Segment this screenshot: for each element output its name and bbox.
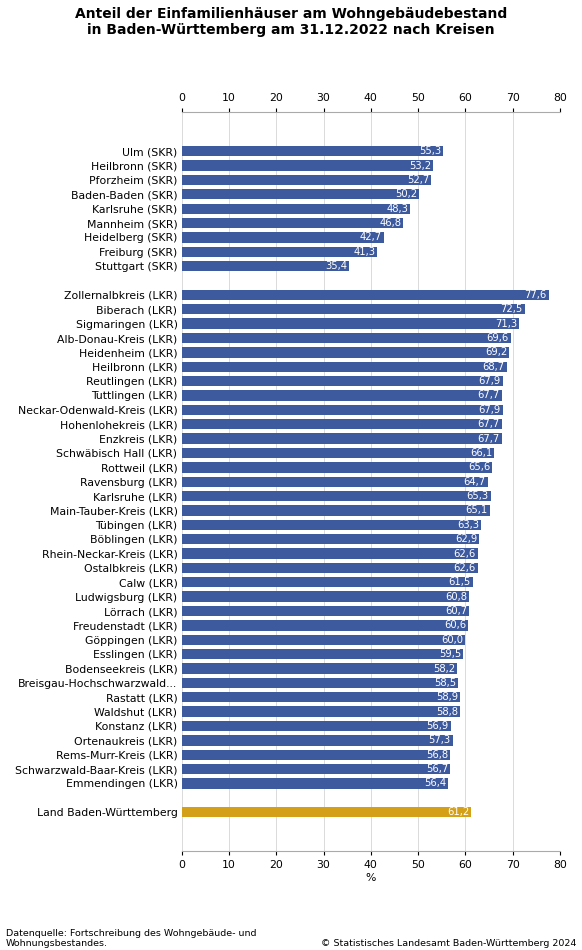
Bar [182, 577, 473, 587]
Text: 67,7: 67,7 [478, 433, 500, 444]
Bar [182, 419, 502, 429]
Bar [182, 663, 457, 674]
Bar [182, 290, 549, 300]
X-axis label: %: % [365, 873, 376, 883]
Bar [182, 505, 489, 516]
Text: 59,5: 59,5 [439, 649, 461, 659]
Bar [182, 808, 471, 817]
Bar [182, 318, 519, 329]
Text: 72,5: 72,5 [501, 304, 523, 314]
Text: 56,9: 56,9 [427, 721, 449, 731]
Text: 62,6: 62,6 [453, 548, 476, 559]
Text: 60,0: 60,0 [442, 635, 464, 645]
Text: 67,7: 67,7 [478, 419, 500, 429]
Text: 50,2: 50,2 [395, 189, 417, 200]
Bar [182, 520, 481, 530]
Bar [182, 376, 503, 387]
Text: 56,4: 56,4 [424, 778, 446, 788]
Text: 66,1: 66,1 [470, 448, 492, 458]
Bar [182, 707, 460, 717]
Bar [182, 146, 443, 157]
Bar [182, 764, 450, 774]
Bar [182, 390, 502, 401]
Bar [182, 778, 449, 788]
Text: 41,3: 41,3 [353, 247, 375, 256]
Text: 62,6: 62,6 [453, 563, 476, 573]
Bar [182, 562, 478, 573]
Bar [182, 304, 524, 314]
Text: Anteil der Einfamilienhäuser am Wohngebäudebestand
in Baden-Württemberg am 31.12: Anteil der Einfamilienhäuser am Wohngebä… [75, 7, 507, 37]
Bar [182, 405, 503, 415]
Bar [182, 433, 502, 444]
Text: 71,3: 71,3 [495, 318, 517, 329]
Bar [182, 620, 469, 631]
Bar [182, 750, 450, 760]
Text: 56,8: 56,8 [426, 750, 449, 760]
Text: 67,7: 67,7 [478, 390, 500, 401]
Bar [182, 735, 453, 746]
Text: 67,9: 67,9 [478, 376, 501, 386]
Bar [182, 232, 384, 242]
Bar [182, 218, 403, 228]
Text: 52,7: 52,7 [407, 175, 429, 185]
Bar [182, 677, 459, 688]
Bar [182, 477, 488, 487]
Bar [182, 189, 419, 200]
Text: 58,5: 58,5 [434, 678, 456, 688]
Text: 65,6: 65,6 [468, 463, 490, 472]
Text: 68,7: 68,7 [482, 362, 505, 371]
Bar [182, 548, 478, 559]
Text: 69,6: 69,6 [487, 333, 509, 343]
Text: 58,9: 58,9 [436, 693, 459, 702]
Text: 58,8: 58,8 [436, 707, 458, 716]
Text: 58,2: 58,2 [433, 663, 455, 674]
Text: 61,2: 61,2 [447, 808, 469, 817]
Text: 42,7: 42,7 [360, 233, 382, 242]
Text: 60,8: 60,8 [445, 592, 467, 601]
Bar [182, 592, 469, 602]
Bar [182, 247, 377, 257]
Bar [182, 175, 431, 185]
Bar [182, 635, 466, 645]
Bar [182, 261, 349, 272]
Text: 48,3: 48,3 [386, 203, 408, 214]
Text: 61,5: 61,5 [448, 578, 471, 587]
Text: © Statistisches Landesamt Baden-Württemberg 2024: © Statistisches Landesamt Baden-Württemb… [321, 940, 576, 948]
Bar [182, 347, 509, 357]
Text: 46,8: 46,8 [379, 218, 401, 228]
Bar [182, 693, 460, 702]
Text: 53,2: 53,2 [409, 161, 431, 171]
Text: 65,3: 65,3 [467, 491, 489, 501]
Text: 63,3: 63,3 [457, 520, 479, 530]
Text: 60,7: 60,7 [445, 606, 467, 616]
Bar [182, 649, 463, 659]
Bar [182, 491, 491, 502]
Bar [182, 606, 469, 617]
Text: 77,6: 77,6 [524, 290, 547, 300]
Text: 35,4: 35,4 [325, 261, 347, 271]
Text: 55,3: 55,3 [419, 146, 441, 156]
Text: Datenquelle: Fortschreibung des Wohngebäude- und
Wohnungsbestandes.: Datenquelle: Fortschreibung des Wohngebä… [6, 929, 256, 948]
Bar [182, 447, 494, 458]
Bar [182, 534, 479, 544]
Text: 67,9: 67,9 [478, 405, 501, 415]
Bar [182, 462, 492, 472]
Text: 65,1: 65,1 [466, 505, 488, 516]
Text: 64,7: 64,7 [464, 477, 486, 486]
Text: 69,2: 69,2 [485, 348, 507, 357]
Text: 56,7: 56,7 [425, 764, 448, 774]
Text: 60,6: 60,6 [444, 620, 466, 631]
Bar [182, 332, 511, 343]
Text: 57,3: 57,3 [429, 735, 451, 746]
Bar [182, 362, 506, 372]
Bar [182, 161, 434, 171]
Bar [182, 721, 451, 732]
Bar [182, 203, 410, 214]
Text: 62,9: 62,9 [455, 534, 477, 544]
